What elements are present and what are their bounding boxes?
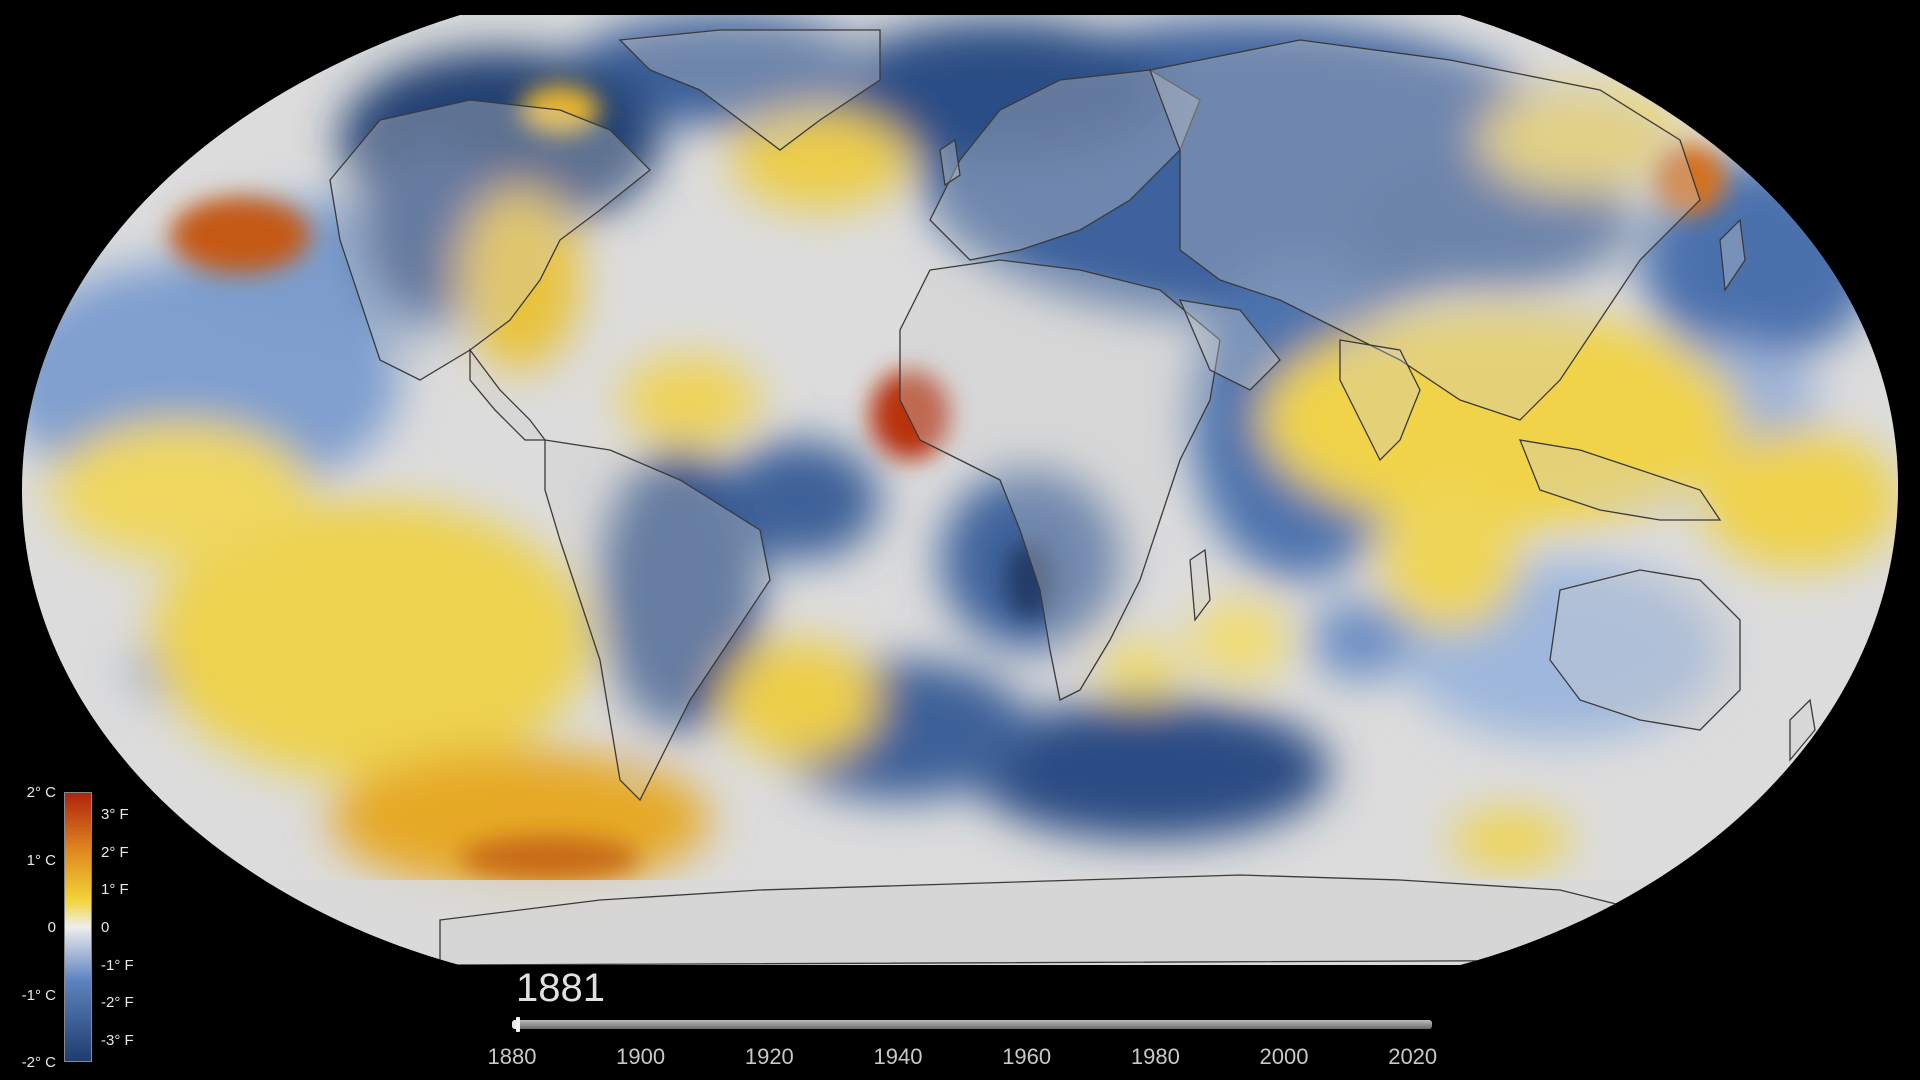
timeline-tick-label: 1980: [1130, 1044, 1180, 1069]
legend-fahrenheit-label: -2° F: [101, 993, 134, 1011]
timeline-tick-label: 2000: [1259, 1044, 1309, 1069]
timeline-tick-label: 1920: [744, 1044, 794, 1069]
hot-spots: [170, 85, 1725, 880]
temperature-legend: 2° C 1° C 0 -1° C -2° C 3° F 2° F 1° F 0 -1° F -2…: [0, 780, 180, 1080]
legend-fahrenheit-label: 2° F: [101, 844, 129, 861]
legend-celsius-label: 2° C: [26, 784, 56, 801]
timeline-tick-label: 1900: [616, 1044, 666, 1069]
legend-color-bar: [64, 792, 92, 1062]
coastlines: [329, 29, 1816, 965]
legend-celsius-label: 0: [47, 919, 56, 936]
legend-fahrenheit-label: 0: [101, 919, 110, 936]
current-year-label: 1881: [516, 966, 605, 1010]
legend-fahrenheit-label: -1° F: [101, 956, 134, 974]
timeline-tick-label: 1940: [873, 1044, 923, 1069]
timeline-tick-label: 2020: [1388, 1044, 1438, 1069]
timeline-tick-label: 1880: [487, 1044, 537, 1069]
legend-celsius-label: 1° C: [26, 851, 56, 869]
timeline-progress: [512, 1020, 519, 1029]
legend-fahrenheit-label: 1° F: [101, 881, 129, 899]
year-timeline[interactable]: 1880 1900 1920 1940 1960 1980 2000 2020: [488, 1017, 1437, 1080]
legend-fahrenheit-label: -3° F: [101, 1031, 134, 1049]
legend-fahrenheit-label: 3° F: [101, 806, 129, 824]
timeline-track[interactable]: [512, 1017, 1432, 1032]
timeline-handle[interactable]: [516, 1017, 521, 1032]
legend-celsius-label: -1° C: [21, 986, 56, 1004]
legend-celsius-label: -2° C: [21, 1054, 56, 1071]
timeline-tick-label: 1960: [1002, 1044, 1052, 1069]
